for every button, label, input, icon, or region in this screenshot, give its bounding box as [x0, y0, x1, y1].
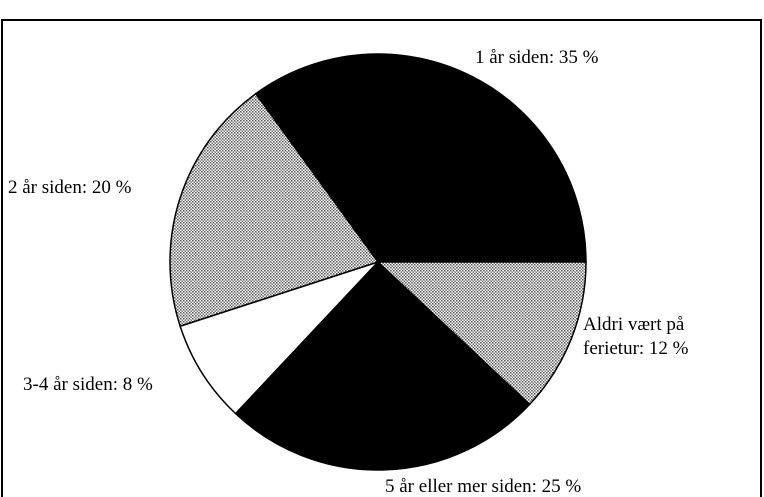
pie-slice [179, 261, 379, 415]
slice-label: 2 år siden: 20 % [8, 177, 132, 198]
pie-slice [234, 260, 531, 471]
slice-label: 5 år eller mer siden: 25 % [385, 476, 582, 497]
frame [1, 19, 762, 497]
slice-label: 3-4 år siden: 8 % [23, 374, 153, 395]
pie-slice [254, 53, 587, 263]
pie-slice [169, 92, 380, 328]
pie-slice [376, 261, 587, 406]
slice-label: 1 år siden: 35 % [475, 47, 599, 68]
slice-label: Aldri vært på ferietur: 12 % [583, 314, 689, 359]
